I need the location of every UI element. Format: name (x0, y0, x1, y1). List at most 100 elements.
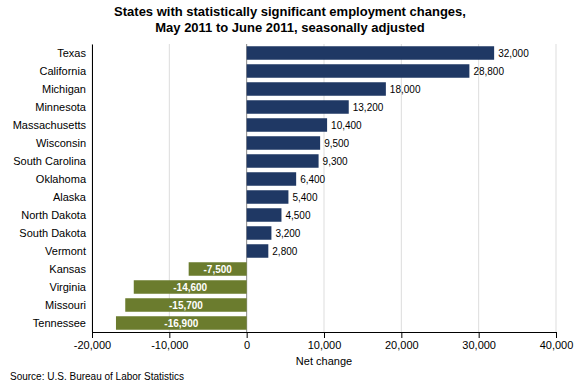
y-tick-label: Wisconsin (36, 137, 86, 149)
x-tick: -10,000 (151, 332, 188, 351)
y-tick-label: South Dakota (19, 227, 87, 239)
y-tick: Massachusetts (13, 119, 92, 131)
x-axis: -20,000 -10,000 0 10,000 20,000 30,000 40,000 (74, 332, 573, 351)
bar (134, 280, 247, 294)
data-label: 4,500 (285, 210, 310, 221)
bar (125, 298, 246, 312)
data-label: 3,200 (275, 228, 300, 239)
bar (247, 208, 282, 222)
bar (247, 226, 272, 240)
x-tick-label: 10,000 (308, 339, 342, 351)
x-tick-mark (401, 332, 402, 338)
y-tick: South Carolina (13, 155, 92, 167)
x-tick-mark (556, 332, 557, 338)
data-label: -7,500 (203, 264, 232, 275)
data-label: -14,600 (173, 282, 207, 293)
data-label: 13,200 (353, 102, 384, 113)
y-tick: Missouri (45, 299, 92, 311)
x-axis-line (93, 333, 557, 339)
y-tick: Alaska (53, 191, 92, 203)
data-label: 6,400 (300, 174, 325, 185)
bar (247, 136, 320, 150)
bar (247, 244, 269, 258)
x-tick-mark (92, 332, 93, 338)
x-tick: -20,000 (74, 332, 111, 351)
y-tick: Texas (57, 47, 92, 59)
data-label: 5,400 (292, 192, 317, 203)
y-tick-label: Oklahoma (36, 173, 87, 185)
y-tick-label: Alaska (53, 191, 87, 203)
grid-line (478, 44, 479, 332)
data-label: 18,000 (390, 84, 421, 95)
data-label: 10,400 (331, 120, 362, 131)
bar (247, 154, 319, 168)
y-tick-label: Missouri (45, 299, 86, 311)
data-label: 32,000 (498, 48, 529, 59)
bars (116, 46, 494, 330)
bar (247, 46, 494, 60)
x-tick-label: 0 (244, 339, 250, 351)
y-tick: Wisconsin (36, 137, 92, 149)
data-label: 2,800 (272, 246, 297, 257)
data-label: 9,500 (324, 138, 349, 149)
bar (116, 316, 247, 330)
y-tick: Vermont (45, 245, 92, 257)
y-tick-label: Kansas (49, 263, 86, 275)
x-tick: 10,000 (308, 332, 342, 351)
x-tick-mark (247, 332, 248, 338)
x-tick: 20,000 (385, 332, 419, 351)
title: States with statistically significant em… (114, 4, 466, 35)
bar (189, 262, 247, 276)
y-tick-label: California (40, 65, 87, 77)
grid-line (556, 44, 557, 332)
chart: States with statistically significant em… (0, 0, 580, 386)
y-tick: Minnesota (35, 101, 92, 113)
y-tick: Tennessee (33, 317, 92, 329)
x-tick: 0 (244, 332, 250, 351)
data-label: -16,900 (164, 318, 198, 329)
x-tick-label: 30,000 (462, 339, 496, 351)
x-tick-mark (324, 332, 325, 338)
y-tick-label: North Dakota (21, 209, 87, 221)
grid (92, 44, 556, 332)
annotation: Source: U.S. Bureau of Labor Statistics (10, 371, 184, 382)
grid-line (92, 44, 93, 332)
x-tick-label: -10,000 (151, 339, 188, 351)
x-tick-label: -20,000 (74, 339, 111, 351)
plot: -20,000 -10,000 0 10,000 20,000 30,000 40,000 T… (13, 44, 574, 351)
y-axis-line (92, 45, 93, 333)
bar (247, 172, 296, 186)
x-tick-mark (169, 332, 170, 338)
x-tick-mark (479, 332, 480, 338)
y-tick: Michigan (42, 83, 92, 95)
x-tick-label: 40,000 (540, 339, 574, 351)
y-tick-label: Minnesota (35, 101, 87, 113)
data-label: 9,300 (323, 156, 348, 167)
y-tick: California (40, 65, 92, 77)
x-tick: 40,000 (540, 332, 574, 351)
y-tick-label: South Carolina (13, 155, 87, 167)
y-tick: Oklahoma (36, 173, 92, 185)
bar (247, 64, 470, 78)
y-tick-label: Massachusetts (13, 119, 87, 131)
y-tick-label: Michigan (42, 83, 86, 95)
data-labels: 32,000 28,800 18,000 13,200 10,400 9,500 9,300… (164, 48, 529, 329)
y-tick-label: Tennessee (33, 317, 86, 329)
y-tick: South Dakota (19, 227, 92, 239)
bar (247, 190, 289, 204)
x-label: Net change (296, 355, 352, 367)
y-tick-label: Vermont (45, 245, 86, 257)
y-tick: Kansas (49, 263, 92, 275)
bar (247, 82, 386, 96)
y-tick-label: Virginia (50, 281, 87, 293)
title-line: States with statistically significant em… (114, 4, 466, 19)
data-label: -15,700 (169, 300, 203, 311)
data-label: 28,800 (473, 66, 504, 77)
y-axis: Texas California Michigan Minnesota Massachu… (13, 45, 93, 333)
y-tick: North Dakota (21, 209, 92, 221)
title-line: May 2011 to June 2011, seasonally adjust… (155, 20, 425, 35)
bar (247, 118, 327, 132)
x-tick-label: 20,000 (385, 339, 419, 351)
y-tick-label: Texas (57, 47, 86, 59)
bar (247, 100, 349, 114)
